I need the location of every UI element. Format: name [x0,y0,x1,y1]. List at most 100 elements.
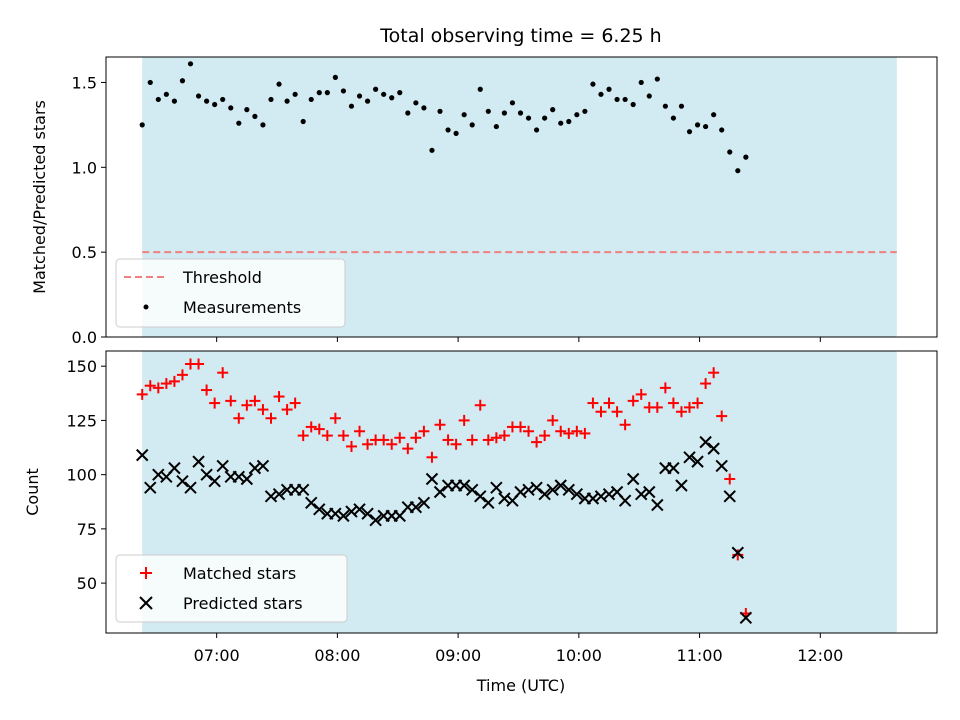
matched-star-point [466,434,478,446]
measurement-point [204,98,210,104]
measurement-point [654,76,660,82]
measurement-point [453,130,459,136]
measurement-point [469,122,475,128]
measurement-point [743,154,749,160]
predicted-star-point [345,505,358,518]
measurement-point [477,86,483,92]
matched-star-point [378,434,390,446]
measurement-point [324,90,330,96]
y-tick-label: 1.0 [72,158,97,177]
predicted-star-point [602,487,616,501]
measurement-point [727,149,733,155]
matched-star-point [209,397,221,409]
matched-star-point [635,388,647,400]
matched-star-point [700,378,712,390]
matched-star-point [152,382,164,394]
matched-star-point [595,406,607,418]
matched-star-point [144,380,156,392]
measurement-point [373,86,379,92]
predicted-star-point [361,507,374,520]
measurement-point [566,118,572,125]
predicted-star-point [739,611,753,625]
matched-star-point [732,549,744,561]
matched-star-point [563,427,575,439]
measurement-point [517,110,524,116]
predicted-star-point [313,503,326,516]
measurement-point [195,93,202,99]
measurement-point [348,103,355,109]
matched-star-point [426,451,438,463]
matched-star-point [394,432,406,444]
measurement-point [461,112,467,118]
matched-star-point [474,399,486,411]
predicted-star-point [514,485,527,499]
measurement-point [220,96,226,103]
x-tick-label: 10:00 [556,646,602,665]
measurement-point [340,88,347,94]
measurement-point [509,100,516,106]
measurement-point [525,115,532,121]
measurement-point [356,93,363,99]
matched-star-point [579,427,591,439]
measurement-points [139,61,749,174]
measurement-point [389,95,395,101]
measurement-point [590,81,596,87]
predicted-star-point [184,481,197,494]
predicted-star-point [417,496,431,510]
predicted-star-point [554,479,567,492]
bottom-axes-frame [105,350,938,634]
matched-star-point [289,397,301,409]
measurement-point [533,127,540,133]
matched-star-point [217,367,229,379]
y-tick-label: 0.5 [72,243,97,262]
y-tick-label: 100 [66,466,97,485]
measurement-point [260,122,266,128]
bottom-legend: Matched stars Predicted stars [115,554,348,623]
matched-star-point [233,412,245,424]
predicted-star-point [490,481,503,494]
predicted-star-point [667,461,680,475]
matched-star-point [249,395,261,407]
matched-stars-points [136,358,752,619]
top-x-ticks [216,337,821,342]
measurement-point [284,98,290,104]
top-axes-frame [105,56,938,338]
matched-star-point [442,434,454,446]
matched-star-point [362,438,374,450]
measurement-point [308,96,314,103]
matched-star-point [490,432,502,444]
measurement-point [445,127,451,133]
matched-star-point [692,397,704,409]
measurements-legend-marker [143,304,149,310]
predicted-star-point [200,468,213,481]
predicted-star-point [474,490,487,503]
measurement-point [332,74,338,80]
matched-star-point [345,440,357,452]
predicted-star-point [651,498,664,512]
measurement-point [542,115,548,121]
y-tick-label: 50 [77,574,97,593]
matched-star-point [627,395,639,407]
predicted-star-point [570,487,584,501]
predicted-star-point [465,483,479,497]
measurements-legend-label: Measurements [183,298,301,317]
measurement-point [662,103,668,109]
predicted-star-point [264,490,278,503]
predicted-star-point [699,435,712,449]
matched-star-point [611,406,623,418]
measurement-point [187,61,194,67]
top-y-ticks: 0.0 0.5 1.0 1.5 [72,73,106,347]
matched-star-point [265,412,277,424]
bottom-y-axis-label: Count [23,468,42,516]
measurement-point [501,110,507,116]
matched-star-point [531,436,543,448]
predicted-star-point [457,479,471,492]
measurement-point [485,108,491,114]
predicted-legend-label: Predicted stars [183,594,303,613]
top-legend: Threshold Measurements [115,258,346,328]
matched-star-point [386,438,398,450]
matched-star-point [659,382,671,394]
matched-star-point [321,430,333,442]
predicted-star-point [305,496,318,510]
